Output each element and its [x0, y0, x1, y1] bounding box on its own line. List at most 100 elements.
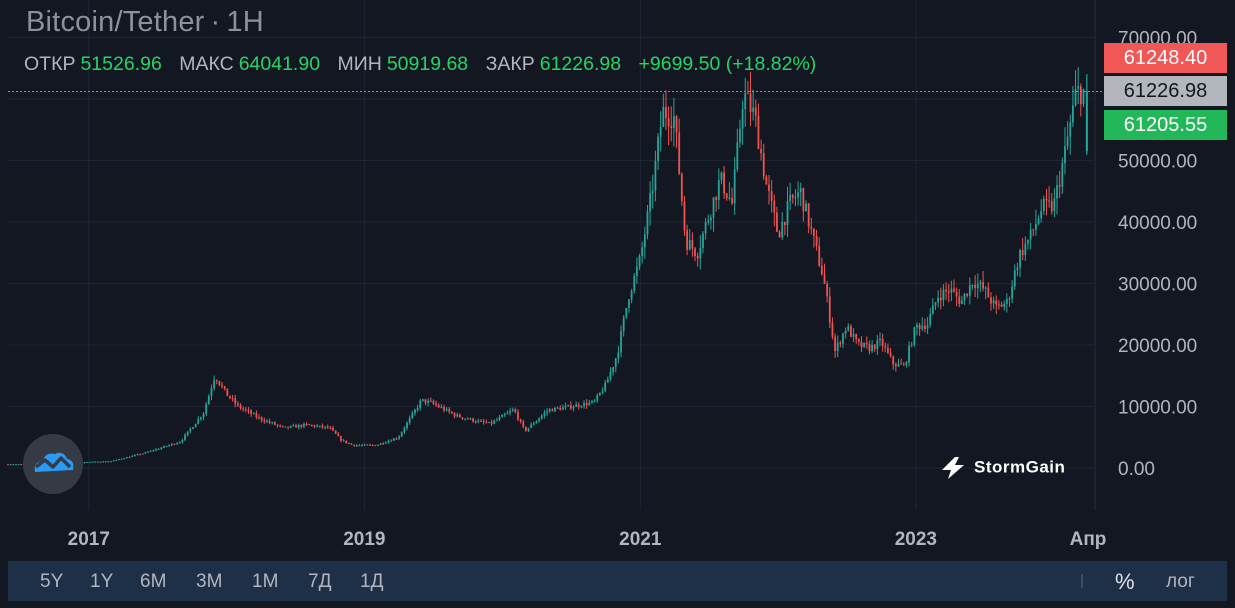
candle-body [1085, 91, 1088, 152]
candle-body [672, 116, 675, 128]
candle-body [757, 115, 760, 149]
candle-body [527, 427, 530, 431]
candle-body [493, 420, 496, 424]
candle-body [987, 287, 990, 298]
candle-body [797, 192, 799, 198]
candle-body [873, 344, 876, 349]
candle-body [353, 444, 356, 446]
candle-body [897, 363, 900, 367]
stormgain-watermark: StormGain [940, 456, 1065, 480]
candle-body [654, 161, 657, 191]
candle-body [390, 440, 393, 442]
candle-body [107, 461, 110, 463]
candle-body [548, 409, 551, 412]
cloud-chart-icon [34, 452, 74, 472]
candle-body [310, 425, 313, 427]
candle-body [469, 418, 472, 420]
candle-body [810, 226, 813, 229]
candle-body [305, 423, 308, 425]
timeframe-toolbar: 5Y 1Y 6M 3M 1M 7Д 1Д % лог [8, 561, 1227, 601]
candle-body [332, 427, 334, 431]
candle-body [498, 417, 501, 420]
candle-body [250, 410, 253, 414]
candle-body [358, 445, 361, 447]
timeframe-1d-button[interactable]: 1Д [360, 571, 384, 592]
candle-body [136, 454, 139, 456]
candle-body [1027, 239, 1029, 244]
candle-body [96, 461, 99, 463]
candle-body [617, 352, 620, 359]
timeframe-1y-button[interactable]: 1Y [90, 571, 114, 592]
candle-body [628, 299, 630, 308]
candle-body [871, 344, 873, 352]
candle-body [1024, 243, 1027, 255]
candle-body [683, 201, 686, 231]
candle-body [921, 325, 924, 329]
candle-body [133, 454, 136, 456]
candle-body [506, 412, 509, 415]
timeframe-3m-button[interactable]: 3M [196, 571, 223, 592]
candle-body [12, 464, 15, 466]
candle-body [910, 344, 913, 346]
candle-body [709, 217, 712, 221]
candle-body [543, 412, 546, 416]
candle-body [707, 220, 710, 223]
timeframe-7d-button[interactable]: 7Д [308, 571, 332, 592]
candle-body [577, 404, 580, 407]
high-value: 64041.90 [238, 53, 321, 75]
candle-body [266, 420, 268, 422]
candle-body [215, 380, 218, 382]
tradingview-logo[interactable] [23, 434, 83, 494]
candle-body [620, 331, 622, 353]
candle-body [1058, 184, 1061, 187]
candle-body [937, 297, 940, 303]
candle-body [514, 409, 517, 413]
candle-body [342, 440, 345, 442]
percent-scale-button[interactable]: % [1115, 569, 1135, 594]
candle-body [773, 200, 776, 213]
candle-body [612, 367, 615, 372]
candle-body [170, 443, 173, 446]
candles [7, 66, 1104, 466]
candle-body [184, 434, 186, 441]
candle-body [728, 197, 731, 199]
candle-body [427, 400, 430, 403]
candle-body [178, 442, 181, 444]
candle-body [836, 342, 839, 352]
candle-body [292, 425, 295, 427]
y-tick-label: 0.00 [1118, 459, 1155, 480]
candle-body [606, 379, 609, 383]
candle-body [480, 420, 482, 422]
candle-body [379, 443, 382, 445]
candle-body [614, 358, 617, 368]
candle-body [931, 305, 934, 315]
candle-body [731, 197, 733, 204]
candle-body [509, 411, 511, 413]
candle-body [324, 426, 326, 428]
candle-body [805, 203, 807, 212]
timeframe-1m-button[interactable]: 1M [252, 571, 279, 592]
candle-body [414, 409, 416, 414]
log-scale-button[interactable]: лог [1166, 571, 1195, 592]
candle-body [128, 456, 131, 458]
candle-body [781, 222, 784, 238]
candle-body [152, 450, 155, 452]
candle-body [1000, 304, 1003, 307]
candle-body [863, 342, 866, 348]
candle-body [739, 128, 741, 143]
candle-body [749, 93, 752, 112]
candle-body [207, 395, 210, 405]
candle-body [934, 302, 937, 306]
candle-body [641, 247, 644, 257]
candle-body [271, 422, 274, 424]
candle-body [860, 341, 863, 348]
candle-body [551, 409, 554, 412]
candle-body [519, 419, 522, 422]
candle-body [601, 391, 604, 393]
timeframe-5y-button[interactable]: 5Y [40, 571, 64, 592]
candle-body [786, 201, 789, 226]
timeframe-6m-button[interactable]: 6M [140, 571, 167, 592]
candle-body [329, 427, 332, 429]
candle-body [9, 464, 12, 466]
